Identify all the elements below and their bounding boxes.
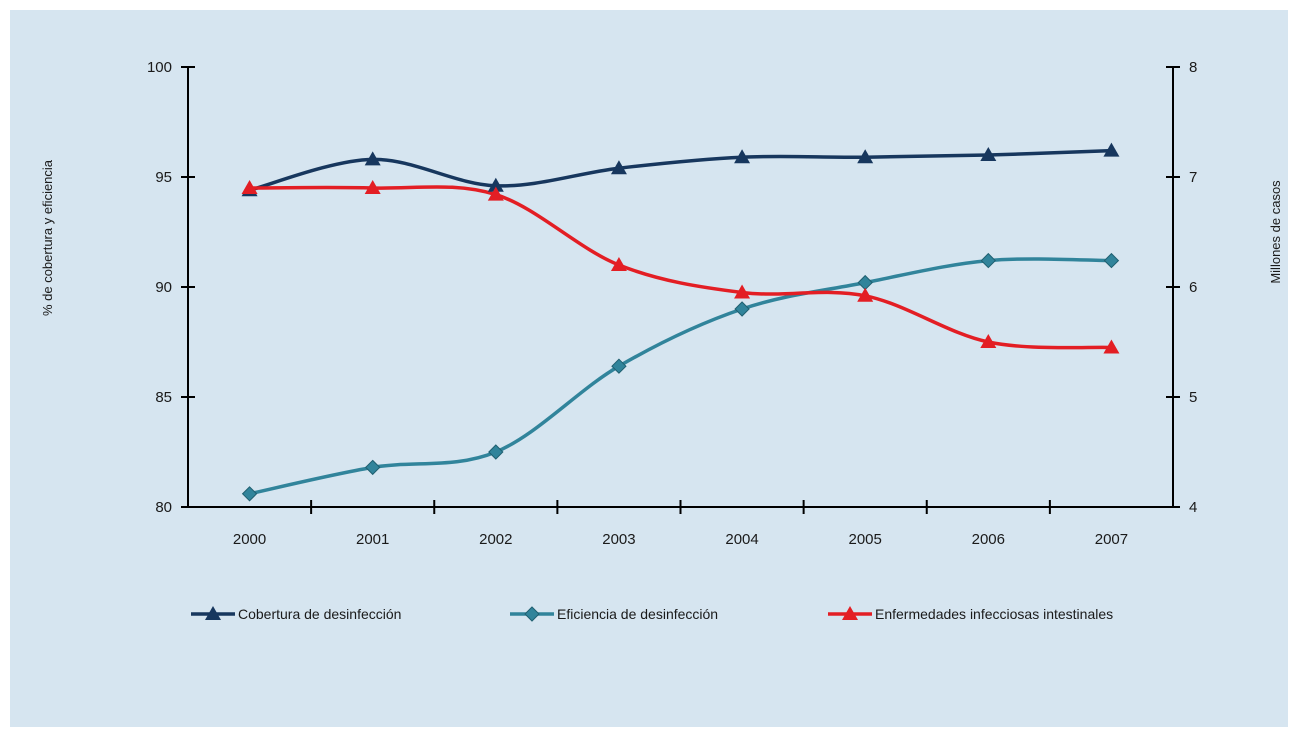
x-tick-label: 2002 [479,531,512,548]
series-1-point [734,149,751,164]
legend-label-2: Eficiencia de desinfección [557,606,718,622]
series-3-point [241,180,258,194]
series-1-point [364,151,381,166]
series-1-point [610,160,627,175]
series-2-point [241,486,258,502]
right-axis-title: Millones de casos [1268,180,1283,284]
series-3-point [364,180,381,194]
x-tick-label: 2006 [972,531,1005,548]
series-line-3 [249,185,1112,350]
series-2-point [857,274,873,291]
right-tick-label: 7 [1189,169,1197,186]
series-2-point [611,358,627,374]
x-tick-label: 2005 [849,531,882,548]
axes: 80 85 90 95 100 4 5 6 7 8 2000 2001 2002 2003 2004 2005… [147,59,1197,548]
series-1-point [980,147,997,161]
left-tick-label: 85 [155,389,172,406]
left-tick-label: 90 [155,279,172,296]
series-3-point [734,284,751,299]
x-tick-label: 2003 [602,531,635,548]
series-1-point [487,177,504,192]
series-3-point [980,334,997,348]
left-tick-label: 95 [155,169,172,186]
x-tick-label: 2000 [233,531,266,548]
series-3-point [857,287,874,302]
series-1-point [857,149,874,164]
series-3-point [610,257,627,271]
series-markers [241,142,1120,502]
series-line-2 [249,257,1112,496]
left-tick-label: 100 [147,59,172,76]
x-tick-label: 2007 [1095,531,1128,548]
right-tick-label: 6 [1189,279,1197,296]
right-tick-label: 5 [1189,389,1197,406]
legend: Cobertura de desinfección Eficiencia de d… [191,606,1113,622]
series-2-point [980,252,997,269]
series-2-point [488,444,504,460]
legend-label-3: Enfermedades infecciosas intestinales [875,606,1113,622]
series-1-point [1103,142,1120,157]
series-lines [249,148,1112,496]
series-3-point [487,186,504,201]
series-2-point [1103,252,1120,269]
series-3-point [1103,339,1120,354]
legend-marker-1 [205,606,221,620]
chart-panel [10,10,1288,727]
series-2-point [364,459,381,476]
x-tick-label: 2001 [356,531,389,548]
series-2-point [734,301,750,317]
x-tick-label: 2004 [725,531,758,548]
right-tick-label: 8 [1189,59,1197,76]
right-tick-label: 4 [1189,499,1197,516]
left-axis-title: % de cobertura y eficiencia [40,159,55,316]
legend-marker-2 [524,606,540,622]
legend-marker-3 [842,606,858,620]
left-tick-label: 80 [155,499,172,516]
series-line-1 [249,148,1112,192]
legend-label-1: Cobertura de desinfección [238,606,401,622]
